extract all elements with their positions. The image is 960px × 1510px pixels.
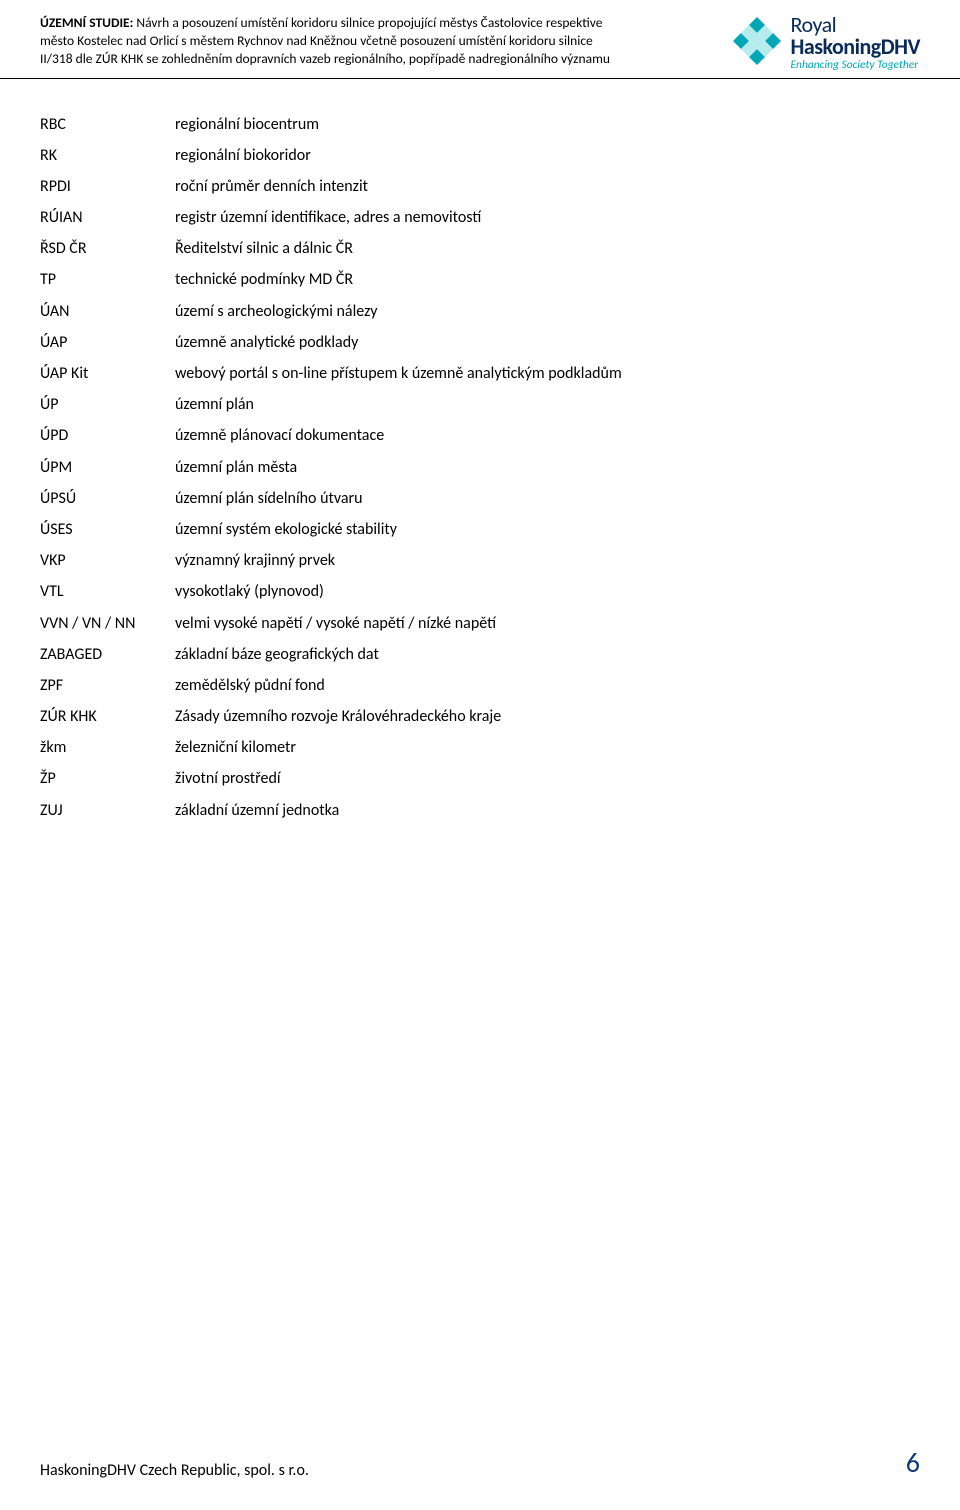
abbr-cell: RPDI — [40, 171, 175, 202]
definition-cell: technické podmínky MD ČR — [175, 264, 920, 295]
definition-cell: Ředitelství silnic a dálnic ČR — [175, 233, 920, 264]
company-logo: Royal HaskoningDHV Enhancing Society Tog… — [729, 14, 920, 72]
definition-cell: životní prostředí — [175, 763, 920, 794]
definition-cell: vysokotlaký (plynovod) — [175, 576, 920, 607]
table-row: RPDIroční průměr denních intenzit — [40, 171, 920, 202]
definition-cell: železniční kilometr — [175, 732, 920, 763]
abbr-cell: RÚIAN — [40, 202, 175, 233]
content-area: RBCregionální biocentrumRKregionální bio… — [0, 79, 960, 826]
logo-line2: HaskoningDHV — [791, 36, 920, 58]
definition-cell: roční průměr denních intenzit — [175, 171, 920, 202]
definition-cell: územní plán — [175, 389, 920, 420]
abbr-cell: žkm — [40, 732, 175, 763]
abbr-cell: ÚAN — [40, 296, 175, 327]
abbr-cell: ÚAP Kit — [40, 358, 175, 389]
header-line2: město Kostelec nad Orlicí s městem Rychn… — [40, 32, 593, 49]
definition-cell: základní báze geografických dat — [175, 639, 920, 670]
table-row: RKregionální biokoridor — [40, 140, 920, 171]
definition-cell: územní plán sídelního útvaru — [175, 483, 920, 514]
table-row: ÚPúzemní plán — [40, 389, 920, 420]
table-row: ÚSESúzemní systém ekologické stability — [40, 514, 920, 545]
footer-company: HaskoningDHV Czech Republic, spol. s r.o… — [40, 1461, 309, 1480]
abbr-cell: ÚSES — [40, 514, 175, 545]
table-row: ŘSD ČRŘeditelství silnic a dálnic ČR — [40, 233, 920, 264]
table-row: TPtechnické podmínky MD ČR — [40, 264, 920, 295]
definition-cell: registr územní identifikace, adres a nem… — [175, 202, 920, 233]
abbr-cell: ÚPD — [40, 420, 175, 451]
table-row: RÚIANregistr územní identifikace, adres … — [40, 202, 920, 233]
definition-cell: webový portál s on-line přístupem k územ… — [175, 358, 920, 389]
page-footer: HaskoningDHV Czech Republic, spol. s r.o… — [40, 1445, 920, 1480]
table-row: ÚPMúzemní plán města — [40, 452, 920, 483]
logo-tagline: Enhancing Society Together — [791, 60, 920, 72]
definition-cell: regionální biokoridor — [175, 140, 920, 171]
definition-cell: Zásady územního rozvoje Královéhradeckéh… — [175, 701, 920, 732]
abbr-cell: ÚPM — [40, 452, 175, 483]
abbr-cell: ÚPSÚ — [40, 483, 175, 514]
table-row: ZÚR KHKZásady územního rozvoje Královéhr… — [40, 701, 920, 732]
abbr-cell: ZUJ — [40, 795, 175, 826]
definition-cell: území s archeologickými nálezy — [175, 296, 920, 327]
table-row: ÚAP Kitwebový portál s on-line přístupem… — [40, 358, 920, 389]
definition-cell: územně plánovací dokumentace — [175, 420, 920, 451]
definition-cell: základní územní jednotka — [175, 795, 920, 826]
abbr-cell: ZPF — [40, 670, 175, 701]
abbr-cell: ŘSD ČR — [40, 233, 175, 264]
abbr-cell: ZABAGED — [40, 639, 175, 670]
table-row: ÚANúzemí s archeologickými nálezy — [40, 296, 920, 327]
table-row: ŽPživotní prostředí — [40, 763, 920, 794]
abbr-cell: RK — [40, 140, 175, 171]
abbreviation-table: RBCregionální biocentrumRKregionální bio… — [40, 109, 920, 826]
abbr-cell: VVN / VN / NN — [40, 608, 175, 639]
definition-cell: zemědělský půdní fond — [175, 670, 920, 701]
abbr-cell: ZÚR KHK — [40, 701, 175, 732]
definition-cell: územní systém ekologické stability — [175, 514, 920, 545]
footer-page-number: 6 — [906, 1445, 920, 1480]
table-row: VVN / VN / NNvelmi vysoké napětí / vysok… — [40, 608, 920, 639]
definition-cell: regionální biocentrum — [175, 109, 920, 140]
table-row: ZPFzemědělský půdní fond — [40, 670, 920, 701]
table-row: ÚPDúzemně plánovací dokumentace — [40, 420, 920, 451]
table-row: VKPvýznamný krajinný prvek — [40, 545, 920, 576]
table-row: žkmželezniční kilometr — [40, 732, 920, 763]
abbr-cell: TP — [40, 264, 175, 295]
table-row: ÚPSÚúzemní plán sídelního útvaru — [40, 483, 920, 514]
header-line1: Návrh a posouzení umístění koridoru siln… — [136, 14, 602, 31]
abbr-cell: ÚP — [40, 389, 175, 420]
abbr-cell: ÚAP — [40, 327, 175, 358]
abbr-cell: VKP — [40, 545, 175, 576]
table-row: ÚAPúzemně analytické podklady — [40, 327, 920, 358]
page-header: ÚZEMNÍ STUDIE: Návrh a posouzení umístěn… — [0, 0, 960, 79]
header-bold: ÚZEMNÍ STUDIE: — [40, 14, 136, 31]
definition-cell: významný krajinný prvek — [175, 545, 920, 576]
table-row: RBCregionální biocentrum — [40, 109, 920, 140]
definition-cell: velmi vysoké napětí / vysoké napětí / ní… — [175, 608, 920, 639]
table-row: ZUJzákladní územní jednotka — [40, 795, 920, 826]
abbr-cell: ŽP — [40, 763, 175, 794]
table-row: ZABAGEDzákladní báze geografických dat — [40, 639, 920, 670]
logo-checker-icon — [729, 15, 785, 71]
definition-cell: územní plán města — [175, 452, 920, 483]
definition-cell: územně analytické podklady — [175, 327, 920, 358]
table-row: VTLvysokotlaký (plynovod) — [40, 576, 920, 607]
header-line3: II/318 dle ZÚR KHK se zohledněním doprav… — [40, 50, 610, 67]
abbr-cell: RBC — [40, 109, 175, 140]
logo-text: Royal HaskoningDHV Enhancing Society Tog… — [791, 14, 920, 72]
abbr-cell: VTL — [40, 576, 175, 607]
header-study-title: ÚZEMNÍ STUDIE: Návrh a posouzení umístěn… — [40, 14, 610, 69]
